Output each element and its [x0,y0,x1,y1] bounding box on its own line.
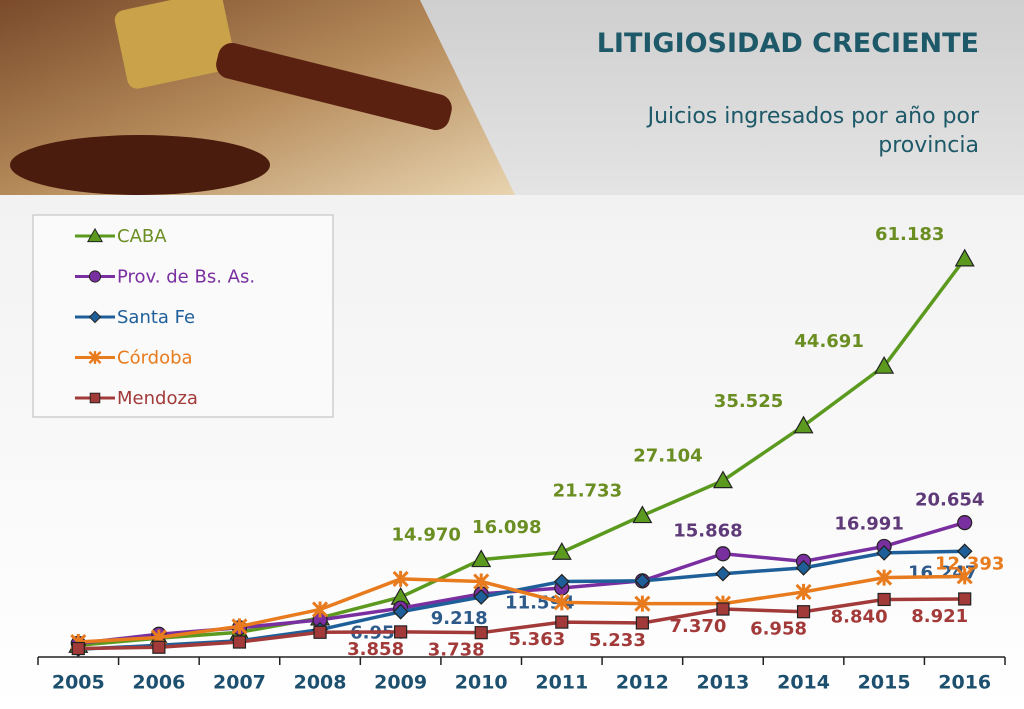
marker [876,545,892,561]
marker [471,549,492,568]
x-tick-label: 2013 [697,672,750,694]
marker [311,601,329,618]
data-label: 5.233 [589,630,646,651]
data-label: 6.958 [750,619,807,640]
data-label: 44.691 [794,331,863,352]
x-tick-label: 2015 [858,672,911,694]
chart: 2005 2006 2007 2008 2009 2010 2011 2012 2013 2014… [0,195,1024,709]
data-label: 3.738 [428,640,485,661]
x-tick-label: 2010 [455,672,508,694]
data-label: 14.970 [391,525,460,546]
marker [634,595,651,612]
data-label: 20.654 [915,490,984,511]
marker [473,589,490,605]
marker [712,470,733,489]
x-tick-label: 2014 [777,672,830,694]
data-label: 15.868 [673,521,742,542]
data-label: 21.733 [553,481,622,502]
series-line [78,574,965,644]
legend-marker [88,270,102,283]
marker [392,570,409,587]
marker [876,569,893,586]
x-tick-label: 2007 [213,672,266,694]
x-tick-label: 2011 [535,672,588,694]
marker [232,635,247,649]
data-label: 7.370 [669,616,726,637]
marker [394,625,408,639]
x-tick-label: 2009 [374,672,427,694]
legend-label: CABA [117,226,167,247]
marker [874,355,895,374]
x-tick-label: 2012 [616,672,669,694]
marker [634,573,651,589]
marker [551,542,572,560]
marker [956,568,973,585]
legend-marker [89,392,101,404]
data-label: 5.363 [508,629,565,650]
marker [152,640,166,654]
marker [715,546,731,562]
marker [555,615,569,629]
marker [392,603,409,620]
data-label: 3.858 [347,639,404,660]
x-tick-label: 2005 [52,672,105,694]
legend-marker [88,310,102,324]
marker [716,602,730,616]
marker [474,626,488,640]
x-tick-label: 2008 [294,672,347,694]
subtitle: Juicios ingresados por año por provincia [647,104,979,158]
marker [635,616,649,630]
marker [715,565,731,582]
data-label: 16.991 [834,513,903,534]
marker [958,592,972,606]
data-label: 61.183 [875,224,944,245]
legend-label: Santa Fe [117,307,195,328]
marker [795,583,812,600]
marker [795,559,812,576]
data-label: 9.218 [431,608,488,629]
header: LITIGIOSIDAD CRECIENTE Juicios ingresado… [0,0,1024,195]
legend-label: Córdoba [117,348,193,369]
legend-marker [86,227,104,243]
data-label: 16.098 [472,517,541,538]
marker [793,415,814,434]
data-label: 8.840 [831,606,888,627]
marker [313,625,327,639]
series-line [78,597,965,651]
marker [877,592,891,607]
marker [796,605,811,619]
legend-label: Mendoza [117,388,198,409]
data-label: 8.921 [911,606,968,627]
x-tick-label: 2006 [132,672,185,694]
marker [231,618,248,635]
marker [473,573,490,590]
marker [954,248,975,267]
marker [553,594,570,611]
marker [957,514,973,531]
marker [553,573,570,590]
legend-marker [88,351,102,364]
marker [71,641,85,656]
title: LITIGIOSIDAD CRECIENTE [596,28,979,59]
series-line [78,257,967,648]
marker [632,505,653,524]
x-tick-label: 2016 [938,672,991,694]
photo [0,0,515,195]
marker [956,543,973,560]
data-label: 35.525 [714,391,783,412]
data-label: 12.393 [935,553,1004,574]
legend-label: Prov. de Bs. As. [117,267,255,288]
data-label: 27.104 [633,446,702,467]
